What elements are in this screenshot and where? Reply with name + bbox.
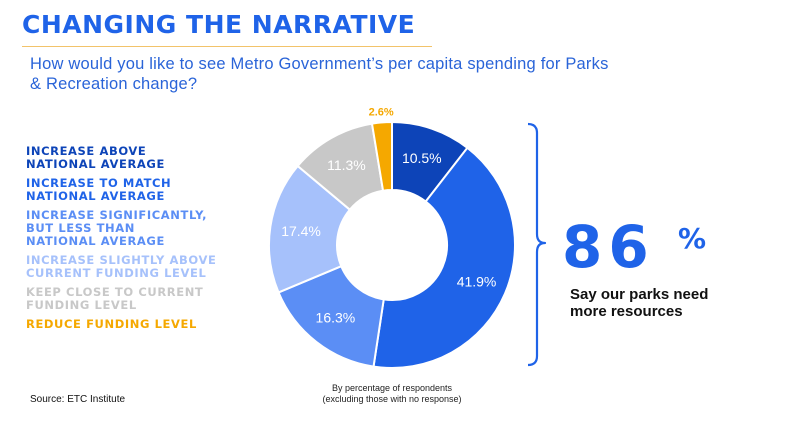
slice-label-increase-to-match: 41.9%	[457, 273, 497, 289]
source-credit: Source: ETC Institute	[30, 394, 126, 405]
chart-subtitle: How would you like to see Metro Governme…	[30, 55, 609, 93]
slice-label-reduce: 2.6%	[369, 106, 394, 118]
chart-footnote: By percentage of respondents (excluding …	[322, 383, 462, 404]
legend-item-reduce: REDUCE FUNDING LEVEL	[26, 317, 197, 331]
title-underline	[22, 46, 432, 47]
slice-label-increase-significantly: 16.3%	[316, 310, 356, 326]
highlight-caption: Say our parks need more resources	[570, 286, 709, 320]
legend-item-increase-to-match: INCREASE TO MATCH NATIONAL AVERAGE	[26, 176, 172, 203]
slice-reduce	[370, 120, 393, 192]
highlight-value: 86	[562, 213, 655, 281]
legend-item-increase-slightly: INCREASE SLIGHTLY ABOVE CURRENT FUNDING …	[26, 253, 217, 280]
donut-slices	[268, 120, 516, 369]
slice-label-increase-slightly: 17.4%	[281, 223, 321, 239]
highlight-bracket	[527, 122, 547, 367]
slice-increase-to-match	[372, 146, 516, 369]
legend-item-increase-significantly: INCREASE SIGNIFICANTLY, BUT LESS THAN NA…	[26, 208, 208, 248]
page-title: CHANGING THE NARRATIVE	[22, 10, 416, 39]
legend-item-increase-above: INCREASE ABOVE NATIONAL AVERAGE	[26, 144, 165, 171]
legend-item-keep-close: KEEP CLOSE TO CURRENT FUNDING LEVEL	[26, 285, 204, 312]
slice-label-keep-close: 11.3%	[327, 157, 366, 173]
donut-slice-labels: 10.5% 41.9% 16.3% 17.4% 11.3% 2.6%	[281, 106, 496, 325]
highlight-unit: %	[678, 222, 707, 255]
slice-label-increase-above: 10.5%	[402, 150, 442, 166]
legend: INCREASE ABOVE NATIONAL AVERAGE INCREASE…	[26, 145, 266, 337]
slice-increase-slightly	[268, 164, 352, 294]
